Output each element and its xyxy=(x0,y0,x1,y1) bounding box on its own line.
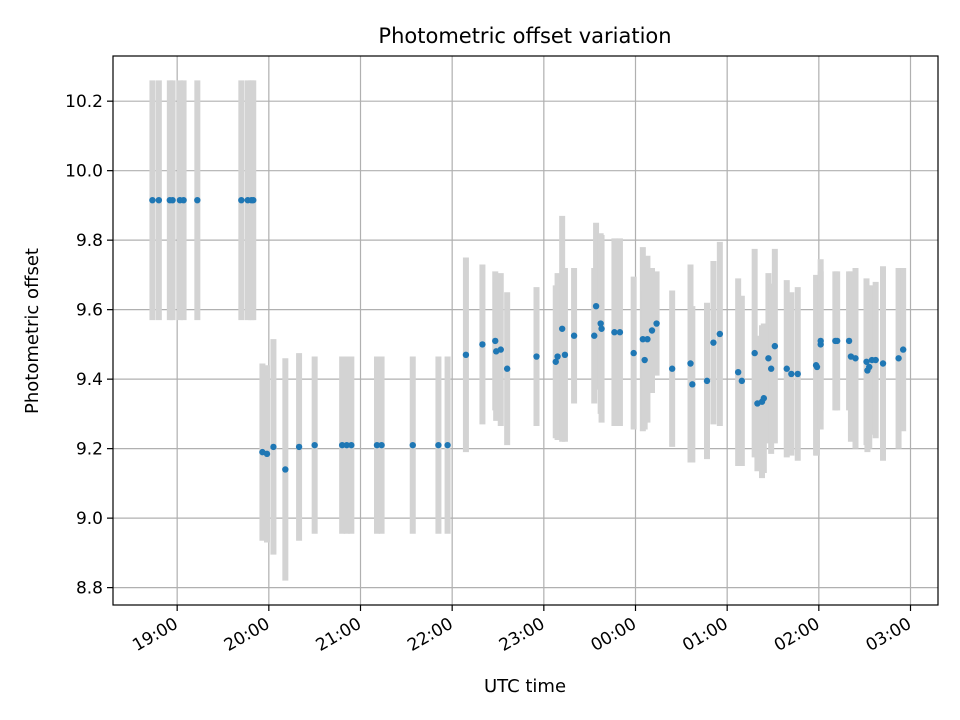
data-point xyxy=(611,329,618,336)
data-point xyxy=(630,349,637,357)
data-point xyxy=(783,365,790,372)
data-point xyxy=(852,355,859,362)
data-point xyxy=(703,377,711,385)
data-point xyxy=(155,196,163,204)
grid xyxy=(113,56,938,605)
data-point xyxy=(435,441,442,449)
y-tick-label: 9.4 xyxy=(76,370,103,390)
data-point xyxy=(552,358,559,365)
data-point xyxy=(716,330,724,338)
data-point xyxy=(639,335,647,343)
data-point xyxy=(653,320,660,327)
data-point xyxy=(641,356,648,364)
data-point xyxy=(734,368,742,376)
data-point xyxy=(751,349,758,357)
data-point xyxy=(668,365,676,372)
y-axis-ticks: 8.8 9.0 9.2 9.4 9.6 9.8 10.0 10.2 xyxy=(65,92,113,599)
data-point xyxy=(845,337,853,345)
data-point xyxy=(238,196,245,204)
data-point xyxy=(263,450,271,458)
data-point xyxy=(866,363,873,371)
data-point xyxy=(879,360,887,367)
y-tick-label: 10.2 xyxy=(65,92,103,112)
data-point xyxy=(180,196,187,204)
data-point xyxy=(648,327,656,334)
data-point xyxy=(863,358,870,365)
data-point xyxy=(149,196,156,204)
data-point xyxy=(760,395,768,402)
data-point xyxy=(169,196,176,204)
data-point xyxy=(311,441,318,449)
data-point xyxy=(462,351,470,359)
data-point xyxy=(899,346,907,353)
y-tick-label: 9.6 xyxy=(76,301,103,321)
data-point xyxy=(503,365,511,372)
y-tick-label: 8.8 xyxy=(76,579,103,599)
data-point xyxy=(570,332,578,339)
data-point xyxy=(767,365,775,372)
y-tick-label: 9.2 xyxy=(76,440,103,460)
data-point xyxy=(771,342,779,350)
data-point xyxy=(250,196,257,204)
data-point xyxy=(378,441,385,449)
data-points xyxy=(149,196,907,473)
data-point xyxy=(895,355,902,362)
data-point xyxy=(788,370,795,378)
data-point xyxy=(794,370,801,378)
data-point xyxy=(592,302,600,310)
data-point xyxy=(689,381,696,388)
data-point xyxy=(558,325,566,332)
data-point xyxy=(687,360,694,367)
data-point xyxy=(554,353,561,360)
data-point xyxy=(813,363,821,371)
data-point xyxy=(295,443,303,451)
data-point xyxy=(598,325,605,332)
chart-title: Photometric offset variation xyxy=(378,24,671,48)
data-point xyxy=(338,441,346,449)
y-tick-label: 9.8 xyxy=(76,231,103,251)
y-tick-label: 10.0 xyxy=(65,162,103,182)
data-point xyxy=(561,351,569,359)
data-point xyxy=(194,196,201,204)
x-axis-label: UTC time xyxy=(484,676,566,697)
data-point xyxy=(872,356,879,364)
data-point xyxy=(765,355,772,362)
y-tick-label: 9.0 xyxy=(76,509,103,529)
data-point xyxy=(409,441,416,449)
data-point xyxy=(373,441,381,449)
data-point xyxy=(710,339,717,346)
data-point xyxy=(817,337,824,345)
data-point xyxy=(348,441,355,449)
data-point xyxy=(591,332,598,339)
data-point xyxy=(616,329,624,336)
data-point xyxy=(270,443,277,451)
data-point xyxy=(497,346,504,353)
plot-frame xyxy=(112,55,939,606)
data-point xyxy=(644,335,651,343)
data-point xyxy=(479,341,486,348)
data-point xyxy=(282,466,289,473)
data-point xyxy=(833,337,841,345)
data-point xyxy=(444,441,451,449)
data-point xyxy=(597,320,604,327)
data-point xyxy=(533,353,540,360)
y-axis-label: Photometric offset xyxy=(22,248,43,414)
data-point xyxy=(492,337,499,345)
data-point xyxy=(738,377,746,385)
data-point xyxy=(343,441,350,449)
